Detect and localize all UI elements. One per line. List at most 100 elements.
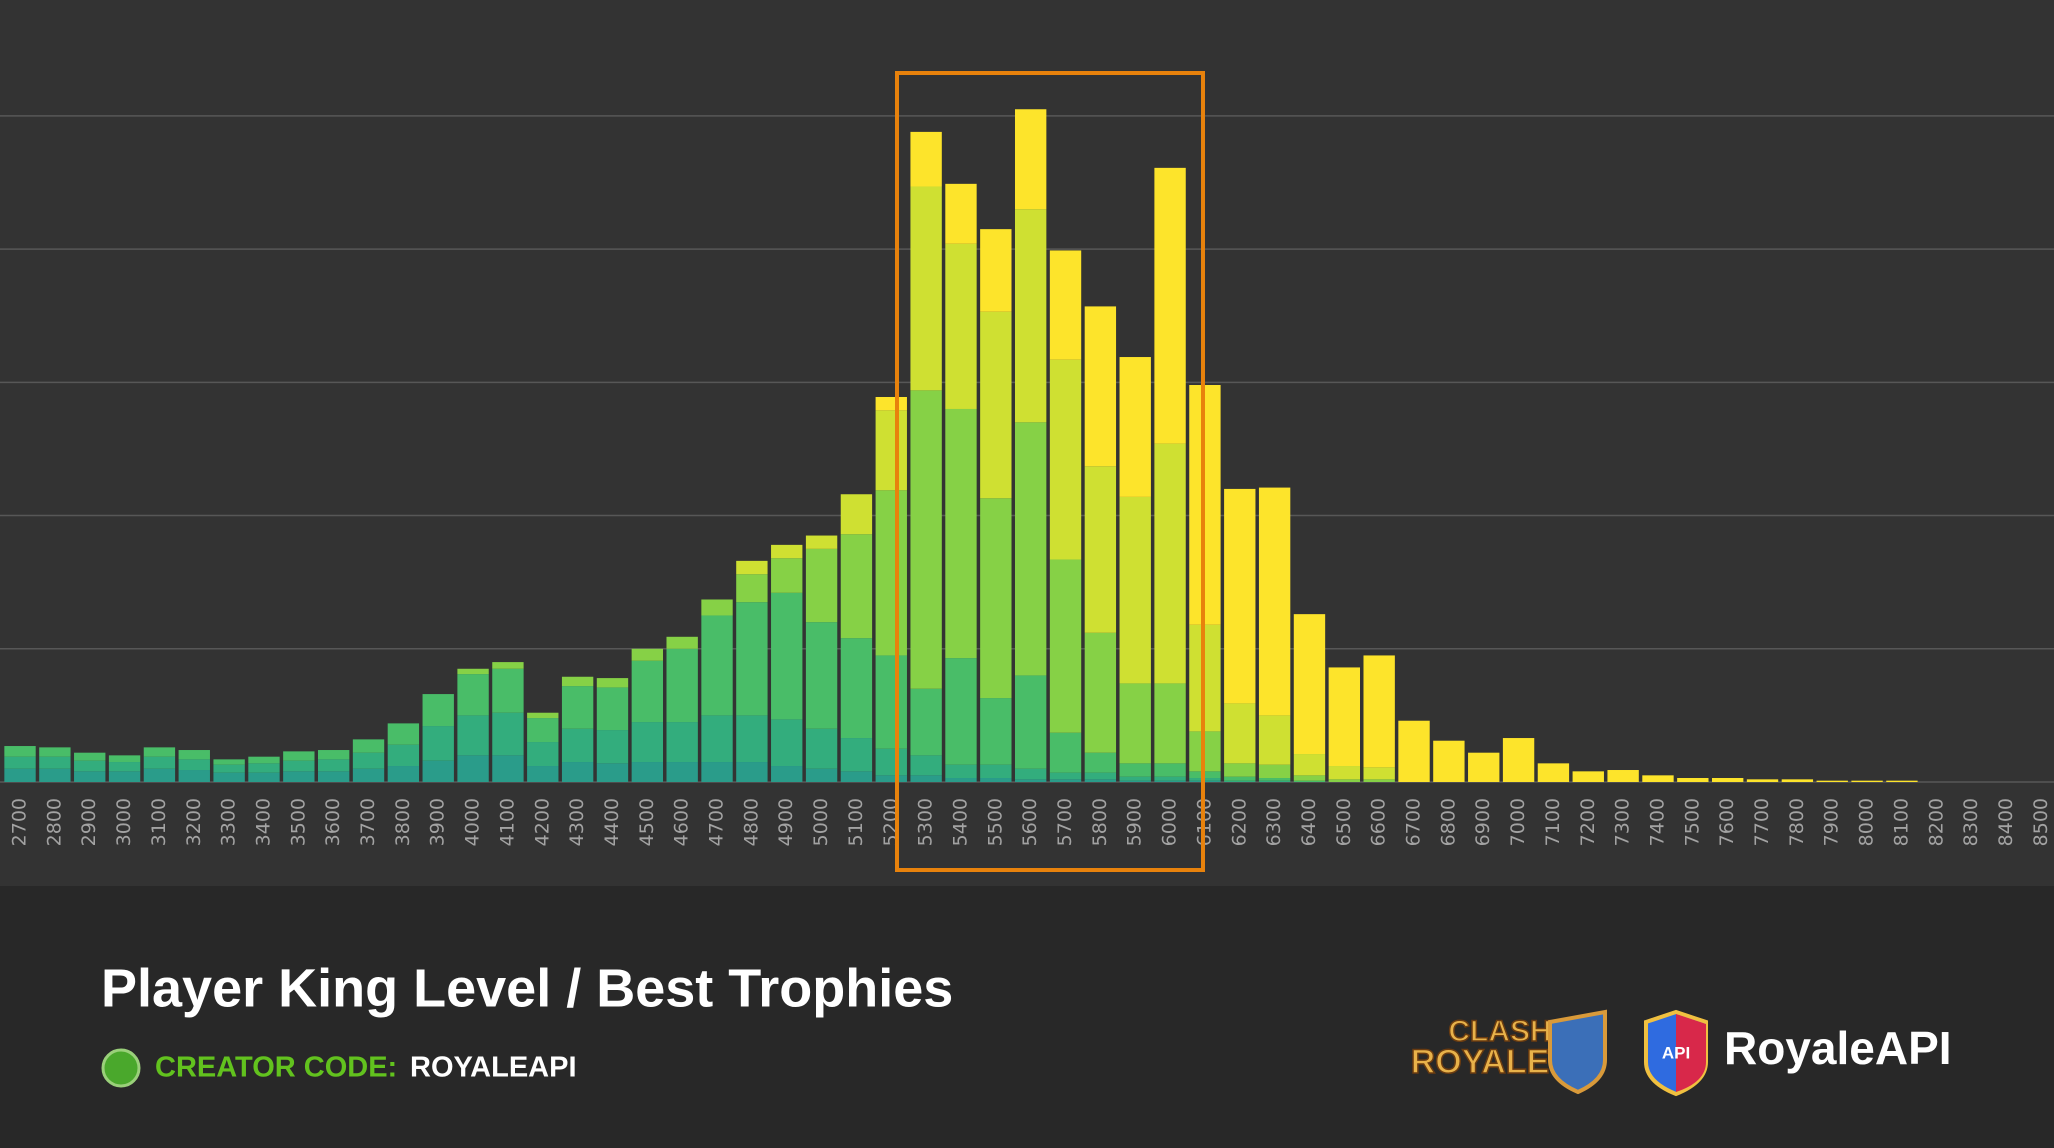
x-tick-label: 5800 [1089, 798, 1111, 846]
x-tick-label: 6400 [1298, 798, 1320, 846]
bar-segment [1572, 771, 1604, 782]
x-tick-label: 4600 [671, 798, 693, 846]
x-tick-label: 5700 [1054, 798, 1076, 846]
x-tick-label: 3900 [427, 798, 449, 846]
x-tick-label: 4700 [706, 798, 728, 846]
bar-segment [771, 544, 803, 559]
bar-segment [596, 678, 629, 688]
bar-segment [1711, 778, 1744, 782]
bar-segment [1119, 780, 1151, 782]
bar-segment [980, 698, 1012, 765]
creator-code: ROYALEAPI [410, 1052, 577, 1084]
highlight-box [895, 71, 1205, 872]
bar-segment [875, 410, 907, 491]
bar-segment [1154, 443, 1186, 684]
bar-segment [666, 636, 698, 649]
bar-segment [39, 747, 71, 757]
bar-segment [1607, 770, 1639, 782]
bar-segment [39, 768, 71, 782]
bar-segment [74, 760, 106, 772]
bar-segment [213, 772, 245, 782]
bar-segment [143, 768, 176, 782]
bar-segment [910, 775, 942, 782]
x-tick-label: 6000 [1159, 798, 1181, 846]
bar-segment [910, 755, 942, 776]
x-tick-label: 8500 [2030, 798, 2052, 846]
bar-segment [736, 602, 768, 716]
logo-text: CLASH [1448, 1015, 1551, 1048]
bar-segment [317, 771, 350, 782]
bar-segment [1224, 763, 1256, 777]
bar-segment [875, 396, 907, 411]
bar-segment [1886, 780, 1918, 782]
bar-segment [1293, 614, 1326, 755]
bar-segment [736, 574, 768, 603]
bar-segment [736, 715, 768, 763]
bar-segment [283, 751, 315, 761]
bar-segment [1258, 764, 1291, 779]
footer-background [0, 886, 2054, 1148]
x-tick-label: 7000 [1507, 798, 1529, 846]
bar-segment [492, 662, 524, 669]
bar-segment [178, 750, 210, 760]
bar-segment [527, 718, 559, 743]
bar-segment [108, 762, 141, 772]
bar-segment [1363, 779, 1395, 782]
bar-segment [1119, 776, 1151, 781]
bar-segment [1049, 250, 1082, 360]
bar-segment [1433, 740, 1465, 782]
x-tick-label: 6900 [1472, 798, 1494, 846]
bar-segment [527, 742, 559, 767]
bar-segment [492, 755, 524, 782]
bar-segment [1258, 715, 1291, 765]
bar-segment [771, 558, 803, 593]
bar-segment [1224, 703, 1256, 764]
bar-segment [1014, 209, 1047, 423]
bar-segment [945, 764, 977, 779]
x-tick-label: 3700 [357, 798, 379, 846]
bar-segment [422, 726, 454, 761]
bar-segment [1014, 422, 1047, 676]
bar-segment [945, 658, 977, 765]
x-tick-label: 8200 [1925, 798, 1947, 846]
bar-segment [666, 762, 698, 782]
bar-segment [1293, 775, 1326, 781]
bar-segment [980, 229, 1012, 312]
x-tick-label: 2800 [43, 798, 65, 846]
x-tick-label: 6300 [1263, 798, 1285, 846]
bar-segment [840, 534, 873, 639]
bar-segment [805, 548, 838, 623]
bar-segment [596, 687, 629, 731]
bar-segment [422, 694, 454, 727]
x-tick-label: 8300 [1960, 798, 1982, 846]
bar-segment [910, 390, 942, 689]
bar-segment [1119, 357, 1151, 497]
bar-segment [1293, 780, 1326, 782]
x-tick-label: 3000 [113, 798, 135, 846]
bar-segment [771, 719, 803, 767]
brand-shield-half [1676, 1014, 1706, 1092]
bar-segment [352, 752, 385, 769]
bar-segment [666, 722, 698, 763]
x-tick-label: 3800 [392, 798, 414, 846]
bar-segment [980, 778, 1012, 782]
bar-segment [805, 728, 838, 769]
bar-segment [910, 688, 942, 756]
bar-segment [317, 750, 350, 760]
x-tick-label: 5300 [915, 798, 937, 846]
x-tick-label: 7600 [1716, 798, 1738, 846]
x-tick-label: 7900 [1821, 798, 1843, 846]
logo-shield [1548, 1009, 1607, 1095]
bar-segment [1084, 466, 1117, 633]
bar-segment [1224, 780, 1256, 782]
bar-segment [1084, 779, 1117, 782]
bar-segment [1816, 780, 1848, 782]
bar-segment [1014, 768, 1047, 780]
bar-segment [1468, 752, 1500, 782]
creator-icon [101, 1048, 141, 1088]
bar-segment [701, 599, 733, 616]
bar-segment [1084, 632, 1117, 753]
bar-segment [39, 756, 71, 769]
x-tick-label: 3600 [322, 798, 344, 846]
